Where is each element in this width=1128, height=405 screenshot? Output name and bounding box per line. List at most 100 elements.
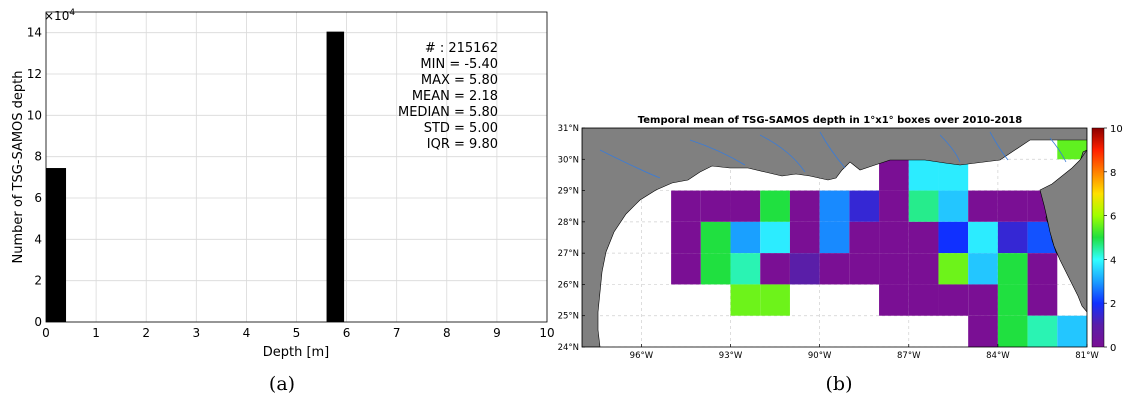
stat-line: MIN = -5.40	[420, 57, 498, 72]
lat-tick-label: 28°N	[558, 218, 579, 228]
colorbar-tick-label: 10	[1110, 124, 1123, 135]
heatmap-cell	[938, 253, 969, 285]
heatmap-cell	[730, 190, 761, 222]
x-tick-label: 7	[393, 326, 401, 340]
heatmap-cell	[879, 190, 909, 222]
colorbar-tick-label: 4	[1110, 255, 1116, 266]
y-tick-label: 4	[34, 232, 42, 246]
y-tick-label: 10	[27, 108, 42, 122]
map-title: Temporal mean of TSG-SAMOS depth in 1°x1…	[638, 115, 1023, 126]
lon-tick-label: 81°W	[1075, 351, 1099, 361]
heatmap-cell	[671, 221, 701, 254]
heatmap-cell	[968, 253, 998, 285]
colorbar-tick-label: 6	[1110, 212, 1116, 223]
x-tick-label: 5	[293, 326, 301, 340]
stat-line: MEAN = 2.18	[412, 89, 498, 104]
heatmap-cell	[730, 253, 761, 285]
heatmap-cell	[730, 221, 761, 254]
heatmap-cell	[789, 253, 820, 285]
lat-tick-label: 26°N	[558, 280, 579, 290]
y-tick-label: 2	[34, 274, 42, 288]
heatmap-cell	[938, 221, 969, 254]
heatmap-cell	[908, 284, 939, 316]
heatmap-cell	[908, 221, 939, 254]
lat-tick-label: 30°N	[558, 155, 579, 165]
lon-tick-label: 84°W	[986, 351, 1010, 361]
heatmap-cell	[908, 253, 939, 285]
heatmap-cell	[879, 284, 909, 316]
colorbar-tick-label: 8	[1110, 168, 1116, 179]
rivers	[599, 131, 1067, 179]
y-axis-label: Number of TSG-SAMOS depth	[11, 70, 26, 263]
x-tick-label: 2	[142, 326, 150, 340]
map-frame	[581, 127, 1088, 348]
y-tick-label: 6	[34, 191, 42, 205]
x-tick-label: 8	[443, 326, 451, 340]
colorbar-tick-label: 0	[1110, 343, 1116, 354]
heatmap-cell	[1027, 284, 1058, 316]
florida-peninsula	[1039, 149, 1087, 313]
bars	[46, 31, 345, 323]
heatmap-cell	[819, 253, 850, 285]
heatmap-cell	[760, 221, 790, 254]
heatmap-cell	[849, 253, 880, 285]
heatmap-cell	[760, 190, 790, 222]
lat-tick-label: 27°N	[558, 249, 579, 259]
heatmap-cell	[938, 190, 969, 222]
heatmap-cell	[671, 190, 701, 222]
y-tick-label: 14	[27, 26, 42, 40]
x-axis-label: Depth [m]	[263, 345, 330, 360]
heatmap-cell	[1027, 315, 1058, 347]
heatmap-cell	[1057, 315, 1087, 347]
colorbar-ticks: 0 2 4 6 8 10	[1104, 124, 1123, 354]
y-tick-label: 8	[34, 150, 42, 164]
heatmap-cell	[968, 221, 998, 254]
heatmap-cell	[997, 315, 1028, 347]
heatmap-cell	[879, 221, 909, 254]
colorbar	[1091, 127, 1105, 348]
map-panel: Temporal mean of TSG-SAMOS depth in 1°x1…	[558, 115, 1123, 395]
heatmap-cell	[760, 253, 790, 285]
heatmap-cell	[997, 190, 1028, 222]
lon-tick-label: 93°W	[719, 351, 743, 361]
histogram-bar	[326, 31, 345, 323]
heatmap-cell	[819, 190, 850, 222]
stat-line: STD = 5.00	[424, 121, 498, 136]
heatmap-cell	[938, 284, 969, 316]
y-multiplier: ×104	[44, 8, 75, 23]
stat-line: MAX = 5.80	[421, 73, 498, 88]
colorbar-tick-label: 2	[1110, 299, 1116, 310]
heatmap-cell	[730, 284, 761, 316]
heatmap-cell	[700, 221, 731, 254]
x-tick-label: 6	[343, 326, 351, 340]
heatmap-cell	[671, 253, 701, 285]
heatmap-cell	[968, 190, 998, 222]
land-north	[582, 128, 1087, 347]
lon-tick-label: 90°W	[808, 351, 832, 361]
heatmap-cell	[700, 253, 731, 285]
x-tick-label: 0	[42, 326, 50, 340]
heatmap-cell	[879, 159, 909, 191]
x-tick-label: 3	[192, 326, 200, 340]
heatmap-cell	[879, 253, 909, 285]
y-tick-label: 0	[34, 315, 42, 329]
heatmap-cell	[997, 284, 1028, 316]
heatmap-cell	[1027, 253, 1058, 285]
lat-tick-label: 24°N	[558, 343, 579, 353]
map-axis-ticks: 96°W 93°W 90°W 87°W 84°W 81°W 24°N 25°N 26°N 27°N…	[558, 124, 1100, 361]
x-tick-label: 1	[92, 326, 100, 340]
heatmap-cell	[849, 190, 880, 222]
heatmap-cell	[760, 284, 790, 316]
heatmap-cell	[789, 221, 820, 254]
heatmap-cell	[997, 253, 1028, 285]
heatmap-cell	[997, 221, 1028, 254]
stat-line: MEDIAN = 5.80	[398, 105, 498, 120]
x-tick-label: 9	[493, 326, 501, 340]
heatmap-cell	[968, 284, 998, 316]
heatmap-cell	[849, 221, 880, 254]
heatmap-cells	[671, 128, 1087, 347]
